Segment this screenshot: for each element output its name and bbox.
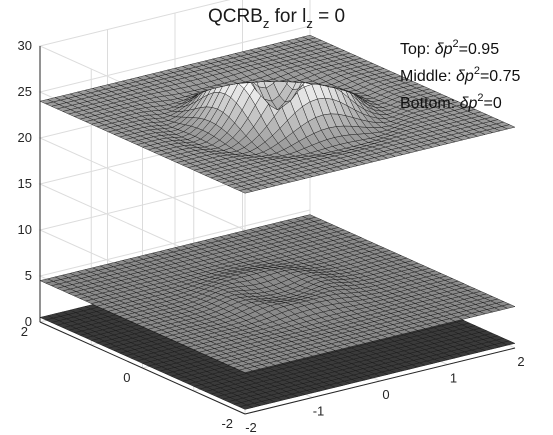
y-tick-label: 2 <box>21 324 28 339</box>
x-tick-label: 0 <box>382 387 389 402</box>
annotation-box: Top: δp2=0.95 Middle: δp2=0.75 Bottom: δ… <box>400 36 520 117</box>
x-tick-label: -1 <box>313 404 325 419</box>
annotation-bottom: Bottom: δp2=0 <box>400 92 502 113</box>
chart-title: QCRBz for lz = 0 <box>207 6 346 31</box>
surfaces <box>39 34 516 410</box>
z-tick-label: 10 <box>18 222 32 237</box>
annotation-top: Top: δp2=0.95 <box>400 38 500 59</box>
z-tick-label: 15 <box>18 176 32 191</box>
x-tick-label: -2 <box>245 420 257 435</box>
y-tick-label: 0 <box>123 370 130 385</box>
x-tick-label: 2 <box>517 354 524 369</box>
z-tick-label: 5 <box>25 268 32 283</box>
z-tick-label: 30 <box>18 38 32 53</box>
surface-cell <box>39 315 54 321</box>
x-tick-label: 1 <box>450 371 457 386</box>
z-tick-label: 20 <box>18 130 32 145</box>
z-tick-label: 25 <box>18 84 32 99</box>
y-tick-label: -2 <box>221 416 233 431</box>
surface-middle <box>39 214 516 373</box>
x-axis-line <box>244 347 516 415</box>
annotation-middle: Middle: δp2=0.75 <box>400 65 521 86</box>
y-axis-line <box>39 321 246 415</box>
